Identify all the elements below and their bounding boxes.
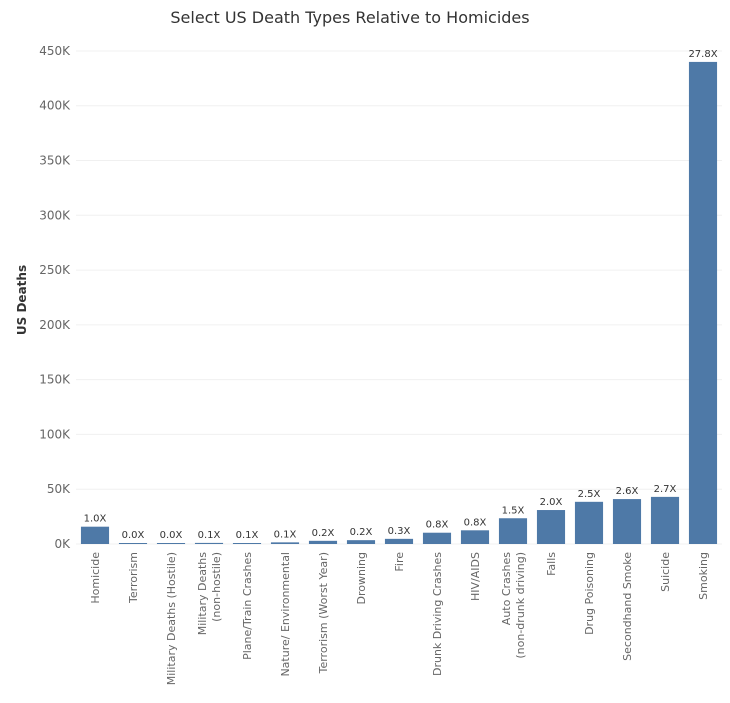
- category-label: Homicide: [89, 552, 102, 604]
- y-tick-label: 450K: [39, 44, 71, 58]
- category-label-line: Drunk Driving Crashes: [431, 552, 444, 676]
- bar[interactable]: [574, 501, 604, 544]
- data-label: 2.0X: [540, 497, 563, 508]
- category-label-line: Smoking: [697, 552, 710, 600]
- bar[interactable]: [346, 540, 376, 544]
- data-label: 27.8X: [688, 49, 717, 60]
- category-label-line: Terrorism (Worst Year): [317, 552, 330, 674]
- data-label: 0.0X: [122, 530, 145, 541]
- y-axis-label: US Deaths: [15, 265, 29, 335]
- category-label-line: Terrorism: [127, 552, 140, 604]
- category-label-line: Nature/ Environmental: [279, 552, 292, 677]
- bar[interactable]: [232, 543, 262, 544]
- y-tick-label: 300K: [39, 208, 71, 222]
- category-label: Drug Poisoning: [583, 552, 596, 635]
- category-label: Terrorism (Worst Year): [317, 552, 330, 674]
- category-label-line: Secondhand Smoke: [621, 552, 634, 661]
- category-label-line: (non-drunk driving): [514, 552, 527, 659]
- y-axis-ticks: 0K 50K 100K 150K 200K 250K 300K 350K 400K 450K: [39, 44, 71, 551]
- category-label: Military Deaths (Hostile): [165, 552, 178, 685]
- data-label: 2.6X: [616, 486, 639, 497]
- category-label: Drowning: [355, 552, 368, 604]
- y-tick-label: 100K: [39, 427, 71, 441]
- data-label: 2.7X: [654, 484, 677, 495]
- category-label: HIV/AIDS: [469, 552, 482, 601]
- category-label-line: HIV/AIDS: [469, 552, 482, 601]
- data-labels: 1.0X 0.0X 0.0X 0.1X 0.1X 0.1X 0.2X 0.2X 0.3X 0.8X…: [84, 49, 718, 541]
- data-label: 1.5X: [502, 505, 525, 516]
- bar[interactable]: [118, 543, 148, 544]
- category-label-line: Military Deaths (Hostile): [165, 552, 178, 685]
- category-label-line: Plane/Train Crashes: [241, 552, 254, 660]
- bars: [80, 61, 718, 544]
- data-label: 0.1X: [198, 530, 221, 541]
- y-tick-label: 350K: [39, 154, 71, 168]
- category-label-line: Military Deaths: [196, 552, 209, 636]
- category-label: Military Deaths (non-hostile): [196, 552, 223, 636]
- category-label: Suicide: [659, 552, 672, 592]
- bar[interactable]: [536, 510, 566, 544]
- data-label: 2.5X: [578, 489, 601, 500]
- bar[interactable]: [612, 499, 642, 544]
- bar[interactable]: [650, 496, 680, 544]
- category-label: Secondhand Smoke: [621, 552, 634, 661]
- category-label: Smoking: [697, 552, 710, 600]
- bar[interactable]: [384, 538, 414, 544]
- data-label: 0.2X: [350, 527, 373, 538]
- category-label-line: Drug Poisoning: [583, 552, 596, 635]
- category-label: Auto Crashes (non-drunk driving): [500, 552, 527, 659]
- category-label-line: (non-hostile): [210, 552, 223, 622]
- bar[interactable]: [460, 530, 490, 544]
- y-tick-label: 0K: [54, 537, 71, 551]
- category-labels: Homicide Terrorism Military Deaths (Hostil…: [89, 552, 710, 686]
- category-label: Nature/ Environmental: [279, 552, 292, 677]
- category-label: Falls: [545, 552, 558, 576]
- bar[interactable]: [194, 542, 224, 544]
- category-label-line: Suicide: [659, 552, 672, 592]
- data-label: 0.2X: [312, 528, 335, 539]
- category-label: Fire: [393, 552, 406, 572]
- bar[interactable]: [270, 542, 300, 544]
- gridlines: [76, 50, 722, 545]
- y-tick-label: 50K: [47, 482, 71, 496]
- data-label: 0.0X: [160, 530, 183, 541]
- category-label-line: Homicide: [89, 552, 102, 604]
- data-label: 1.0X: [84, 514, 107, 525]
- bar[interactable]: [308, 540, 338, 544]
- data-label: 0.1X: [274, 529, 297, 540]
- y-tick-label: 400K: [39, 99, 71, 113]
- data-label: 0.8X: [464, 517, 487, 528]
- category-label-line: Drowning: [355, 552, 368, 604]
- category-label: Terrorism: [127, 552, 140, 604]
- category-label-line: Falls: [545, 552, 558, 576]
- bar[interactable]: [498, 518, 528, 544]
- bar[interactable]: [156, 543, 186, 544]
- category-label: Drunk Driving Crashes: [431, 552, 444, 676]
- y-tick-label: 250K: [39, 263, 71, 277]
- data-label: 0.1X: [236, 530, 259, 541]
- category-label-line: Auto Crashes: [500, 552, 513, 625]
- bar[interactable]: [688, 61, 718, 544]
- category-label-line: Fire: [393, 552, 406, 572]
- bar[interactable]: [80, 526, 110, 544]
- y-tick-label: 200K: [39, 318, 71, 332]
- data-label: 0.8X: [426, 520, 449, 531]
- chart-title: Select US Death Types Relative to Homici…: [170, 8, 530, 27]
- data-label: 0.3X: [388, 526, 411, 537]
- y-tick-label: 150K: [39, 373, 71, 387]
- category-label: Plane/Train Crashes: [241, 552, 254, 660]
- bar[interactable]: [422, 532, 452, 544]
